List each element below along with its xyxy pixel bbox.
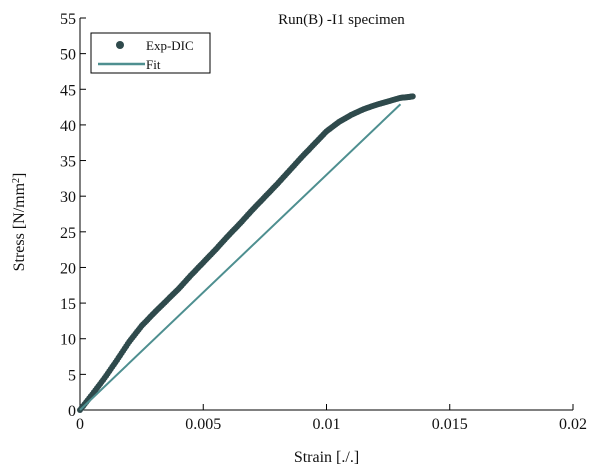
y-axis-label: Stress [N/mm2] [11, 173, 29, 272]
y-tick-label: 30 [60, 189, 76, 206]
x-tick-label: 0.015 [432, 416, 468, 433]
y-axis-label-main: Stress [N/mm [11, 182, 28, 271]
legend-label-exp-dic: Exp-DIC [146, 38, 194, 53]
series-layer [77, 93, 416, 413]
y-axis-label-end: ] [11, 173, 28, 178]
y-tick-label: 5 [68, 367, 76, 384]
y-tick-label: 45 [60, 82, 76, 99]
y-tick-label: 50 [60, 47, 76, 64]
x-axis-label: Strain [./.] [294, 449, 359, 466]
y-tick-label: 10 [60, 332, 76, 349]
legend-marker-exp-dic [116, 41, 124, 49]
y-tick-label: 0 [68, 403, 76, 420]
x-axis-ticks: 0 0.005 0.01 0.015 0.02 [76, 404, 587, 433]
x-tick-label: 0.01 [313, 416, 341, 433]
legend-box [90, 32, 211, 74]
x-tick-label: 0 [76, 416, 84, 433]
x-tick-label: 0.005 [185, 416, 221, 433]
y-tick-label: 25 [60, 225, 76, 242]
y-tick-label: 55 [60, 11, 76, 28]
plot-area: 0 0.005 0.01 0.015 0.02 0 5 10 15 20 25 30 35 40 45 50… [60, 11, 587, 433]
y-tick-label: 15 [60, 296, 76, 313]
y-tick-label: 35 [60, 154, 76, 171]
fit-line [79, 103, 402, 411]
exp-dic-point [409, 93, 416, 100]
chart-title: Run(B) -I1 specimen [278, 12, 405, 28]
x-tick-label: 0.02 [559, 416, 587, 433]
legend-label-fit: Fit [146, 57, 161, 72]
y-axis-ticks: 0 5 10 15 20 25 30 35 40 45 50 55 [60, 11, 86, 420]
y-tick-label: 40 [60, 118, 76, 135]
y-tick-label: 20 [60, 260, 76, 277]
y-axis-label-superscript: 2 [11, 178, 22, 183]
legend: Exp-DIC Fit [90, 32, 211, 74]
